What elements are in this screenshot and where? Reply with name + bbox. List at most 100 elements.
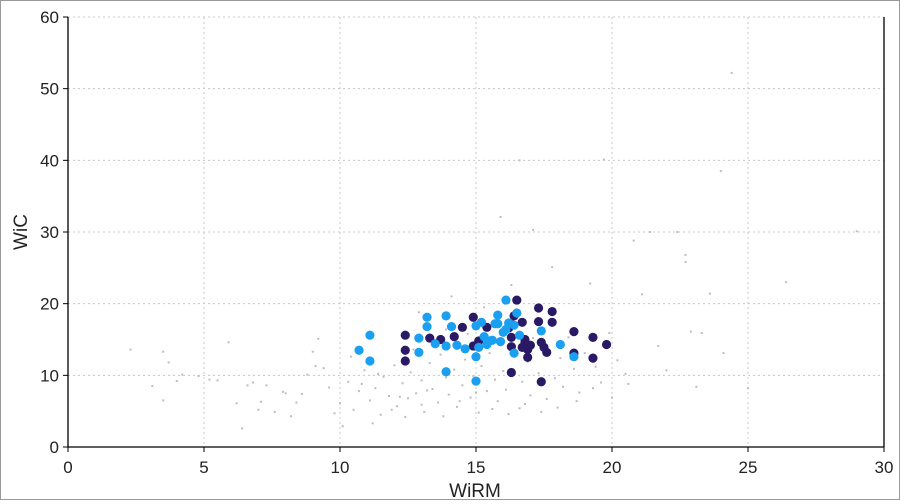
background-point	[676, 231, 679, 233]
light-series-point	[509, 348, 519, 358]
light-series-point	[446, 322, 457, 332]
dark-series-point	[506, 332, 516, 342]
background-point	[488, 352, 491, 355]
background-point	[464, 358, 467, 361]
background-point	[469, 396, 472, 399]
light-series-point	[441, 311, 451, 321]
background-point	[855, 230, 858, 233]
background-point	[472, 375, 475, 378]
x-axis-ticks: 0 5 10 15 20 25 30	[63, 447, 893, 477]
y-axis-title: WiC	[11, 214, 32, 250]
background-point	[494, 378, 497, 381]
background-point	[480, 365, 483, 368]
background-point	[708, 292, 711, 295]
dark-series-point	[425, 333, 435, 343]
background-point	[689, 330, 692, 333]
background-point	[265, 384, 268, 387]
background-point	[475, 391, 477, 394]
background-point	[523, 403, 526, 405]
background-point	[455, 405, 458, 408]
background-point	[290, 415, 293, 418]
background-point	[162, 399, 165, 402]
background-point	[578, 391, 581, 394]
background-point	[665, 369, 668, 372]
light-series-point	[476, 317, 487, 327]
light-series-point	[493, 310, 503, 320]
background-point	[216, 379, 219, 382]
background-point	[300, 392, 303, 395]
light-series-point	[495, 337, 506, 347]
background-point	[420, 379, 423, 382]
background-point	[390, 408, 393, 411]
dark-series-point	[525, 340, 536, 350]
background-point	[363, 369, 366, 372]
background-point	[175, 380, 178, 383]
background-point	[504, 388, 507, 391]
background-point	[461, 384, 464, 387]
background-point	[785, 281, 788, 284]
background-point	[624, 372, 627, 375]
background-point	[510, 284, 513, 287]
background-point	[551, 266, 554, 269]
x-tick-label: 20	[603, 458, 622, 477]
y-tick-label: 40	[40, 151, 59, 170]
background-point	[537, 372, 540, 375]
dark-series-point	[601, 339, 612, 350]
light-series-point	[471, 376, 481, 386]
dark-series-point	[506, 367, 516, 378]
light-series-point	[487, 335, 497, 345]
background-point	[436, 401, 439, 404]
light-series-point	[441, 367, 451, 377]
background-point	[371, 422, 374, 425]
background-point	[311, 350, 314, 353]
x-axis-title: WiRM	[449, 481, 501, 499]
background-point	[730, 71, 733, 74]
background-point	[477, 411, 480, 414]
background-point	[379, 413, 382, 416]
background-point	[608, 332, 611, 335]
dark-series-point	[588, 332, 598, 342]
background-point	[317, 337, 320, 340]
background-point	[273, 410, 276, 413]
dark-series-point	[468, 312, 478, 322]
background-point	[553, 377, 556, 380]
light-series-point	[569, 352, 579, 362]
background-point	[575, 400, 578, 403]
dark-series-point	[400, 345, 410, 355]
light-series-point	[536, 326, 546, 336]
background-point	[518, 159, 521, 162]
background-point	[502, 370, 505, 373]
background-point	[529, 394, 532, 397]
light-series-point	[498, 327, 508, 337]
background-point	[616, 359, 619, 362]
background-point	[602, 158, 605, 161]
background-point	[640, 293, 643, 296]
background-point	[532, 337, 535, 340]
background-point	[339, 402, 341, 405]
background-point	[466, 332, 469, 335]
background-point	[600, 381, 603, 384]
background-point	[407, 397, 409, 400]
background-point	[167, 361, 170, 364]
background-point	[567, 336, 570, 339]
background-point	[632, 239, 635, 242]
background-point	[485, 390, 488, 393]
light-series-point	[365, 330, 375, 340]
light-series-point	[441, 341, 451, 351]
background-point	[556, 406, 559, 409]
background-point	[499, 215, 502, 218]
background-point	[423, 410, 426, 413]
background-point	[700, 332, 703, 335]
background-point	[257, 408, 260, 411]
series-light-points	[354, 295, 579, 386]
x-tick-label: 15	[467, 458, 486, 477]
light-series-point	[460, 344, 470, 354]
background-point	[589, 282, 592, 285]
background-point	[439, 353, 442, 356]
background-point	[545, 397, 548, 400]
grid-lines	[68, 16, 884, 447]
background-point	[496, 400, 499, 403]
background-point	[415, 392, 418, 395]
